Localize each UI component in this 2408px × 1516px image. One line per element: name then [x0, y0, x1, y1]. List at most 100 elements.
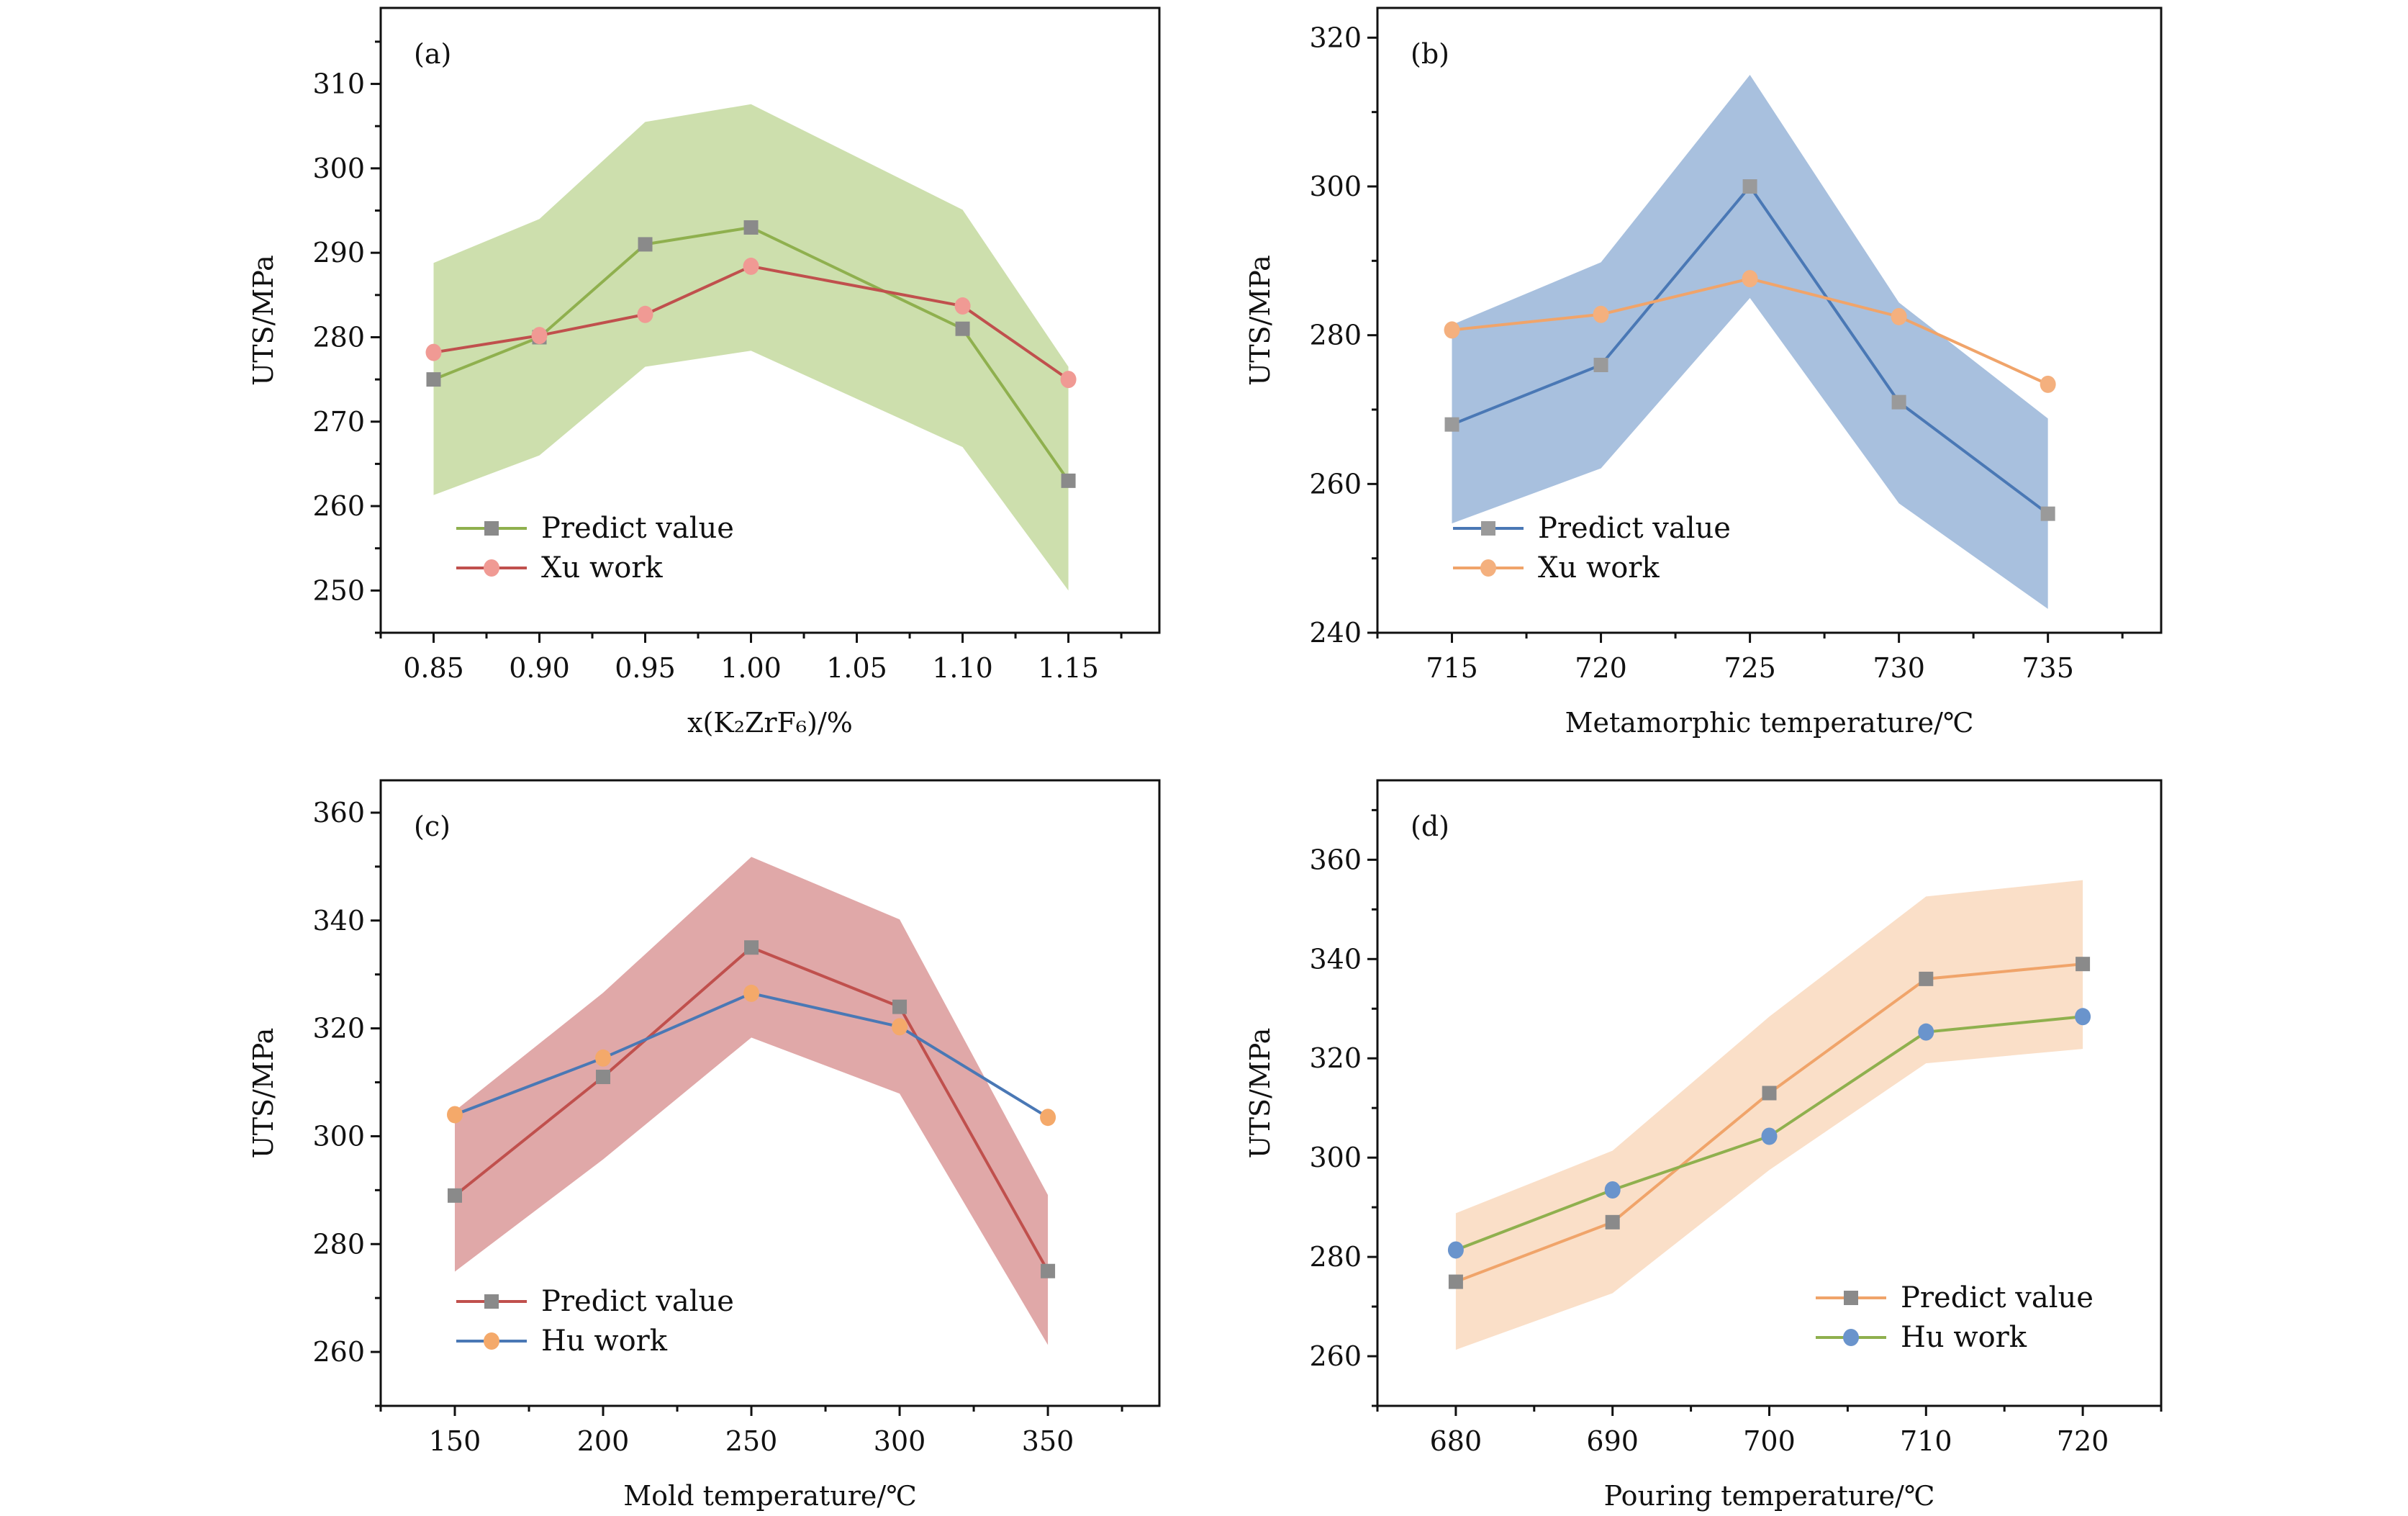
y-tick-label: 260 — [1309, 468, 1362, 500]
data-point-square — [448, 1188, 463, 1203]
legend-marker-circle — [484, 559, 499, 577]
data-point-circle — [447, 1106, 463, 1124]
y-tick-label: 320 — [312, 1013, 365, 1044]
data-point-square — [1593, 358, 1608, 372]
data-point-square — [2076, 957, 2091, 972]
y-tick-label: 250 — [312, 574, 365, 606]
y-axis-label: UTS/MPa — [248, 255, 279, 386]
data-point-circle — [1040, 1109, 1056, 1127]
x-tick-label: 0.90 — [509, 652, 570, 684]
data-point-square — [955, 321, 970, 336]
legend-label: Xu work — [1538, 551, 1660, 585]
data-point-square — [1061, 473, 1076, 488]
data-point-square — [1891, 394, 1906, 410]
data-point-circle — [531, 327, 548, 345]
confidence-band — [1452, 75, 2048, 609]
y-axis-label: UTS/MPa — [1244, 255, 1276, 386]
data-point-circle — [1918, 1023, 1934, 1041]
legend: Predict value Hu work — [456, 1285, 734, 1358]
plot-frame — [379, 6, 1161, 634]
legend-label: Xu work — [541, 551, 663, 585]
y-tick-label: 260 — [312, 1336, 365, 1368]
panel-label: (c) — [414, 811, 451, 842]
x-tick-label: 150 — [429, 1425, 481, 1457]
data-point-circle — [892, 1018, 908, 1036]
panel-b: 240 260 280 300 320 715 720 725 730 735 Metamorphi… — [1244, 6, 2163, 739]
data-point-circle — [1742, 270, 1758, 288]
y-tick-label: 260 — [312, 490, 365, 522]
y-axis-label: UTS/MPa — [1244, 1028, 1276, 1159]
x-tick-label: 1.15 — [1038, 652, 1099, 684]
y-tick-label: 260 — [1309, 1340, 1362, 1372]
legend-label: Predict value — [1538, 512, 1731, 545]
data-point-circle — [1447, 1241, 1464, 1259]
y-tick-label: 360 — [312, 797, 365, 829]
data-point-circle — [2040, 375, 2056, 393]
y-tick-label: 310 — [312, 68, 365, 100]
data-point-square — [744, 940, 759, 955]
data-point-square — [743, 220, 759, 235]
legend-marker-circle — [484, 1332, 499, 1350]
plot-frame — [379, 779, 1161, 1407]
data-point-circle — [595, 1049, 612, 1067]
confidence-band — [455, 857, 1049, 1345]
y-tick-label: 280 — [1309, 320, 1362, 351]
x-tick-label: 730 — [1873, 652, 1925, 684]
legend: Predict value Xu work — [1453, 512, 1731, 585]
x-axis-label: Mold temperature/℃ — [623, 1480, 916, 1512]
x-tick-label: 690 — [1586, 1425, 1639, 1457]
y-tick-label: 270 — [312, 406, 365, 438]
y-tick-label: 320 — [1309, 22, 1362, 53]
data-point-square — [1444, 417, 1459, 432]
x-tick-label: 1.05 — [826, 652, 887, 684]
x-tick-label: 350 — [1022, 1425, 1074, 1457]
y-tick-label: 240 — [1309, 617, 1362, 649]
legend-marker-square — [484, 1294, 499, 1309]
x-tick-label: 0.85 — [403, 652, 464, 684]
data-point-square — [1762, 1086, 1777, 1101]
data-point-square — [892, 999, 907, 1014]
data-point-square — [1605, 1214, 1620, 1230]
data-point-circle — [2075, 1008, 2091, 1026]
legend-marker-circle — [1480, 559, 1496, 577]
legend-marker-circle — [1843, 1329, 1859, 1346]
data-point-circle — [1060, 371, 1077, 389]
legend-label: Hu work — [541, 1325, 668, 1358]
y-tick-label: 300 — [312, 153, 365, 184]
x-tick-label: 200 — [577, 1425, 630, 1457]
legend-marker-square — [484, 521, 499, 536]
data-point-circle — [1604, 1181, 1621, 1199]
legend-label: Hu work — [1901, 1321, 2027, 1354]
x-tick-label: 250 — [725, 1425, 778, 1457]
confidence-band — [433, 104, 1069, 591]
data-point-square — [1919, 971, 1934, 986]
x-tick-label: 300 — [874, 1425, 926, 1457]
x-tick-label: 0.95 — [615, 652, 676, 684]
data-point-circle — [1761, 1127, 1778, 1145]
data-point-circle — [743, 984, 760, 1002]
data-point-circle — [1593, 305, 1609, 323]
data-point-square — [596, 1070, 611, 1085]
y-tick-label: 300 — [1309, 1142, 1362, 1173]
y-tick-label: 290 — [312, 237, 365, 269]
y-tick-label: 320 — [1309, 1042, 1362, 1074]
series-line-1 — [433, 264, 1069, 381]
y-tick-label: 340 — [312, 905, 365, 937]
confidence-band — [1455, 880, 2083, 1350]
x-tick-label: 715 — [1426, 652, 1478, 684]
panel-label: (d) — [1411, 811, 1449, 842]
data-point-circle — [1444, 321, 1460, 339]
y-tick-label: 280 — [1309, 1241, 1362, 1273]
data-point-square — [1448, 1274, 1463, 1289]
data-point-square — [2040, 506, 2055, 521]
x-tick-label: 1.00 — [720, 652, 782, 684]
data-point-circle — [954, 297, 971, 315]
panel-label: (a) — [414, 38, 451, 70]
x-axis-label: x(K₂ZrF₆)/% — [687, 707, 853, 739]
x-tick-label: 720 — [2057, 1425, 2109, 1457]
data-point-circle — [637, 305, 653, 323]
x-tick-label: 1.10 — [932, 652, 993, 684]
y-axis-label: UTS/MPa — [248, 1028, 279, 1159]
y-tick-label: 300 — [1309, 171, 1362, 202]
